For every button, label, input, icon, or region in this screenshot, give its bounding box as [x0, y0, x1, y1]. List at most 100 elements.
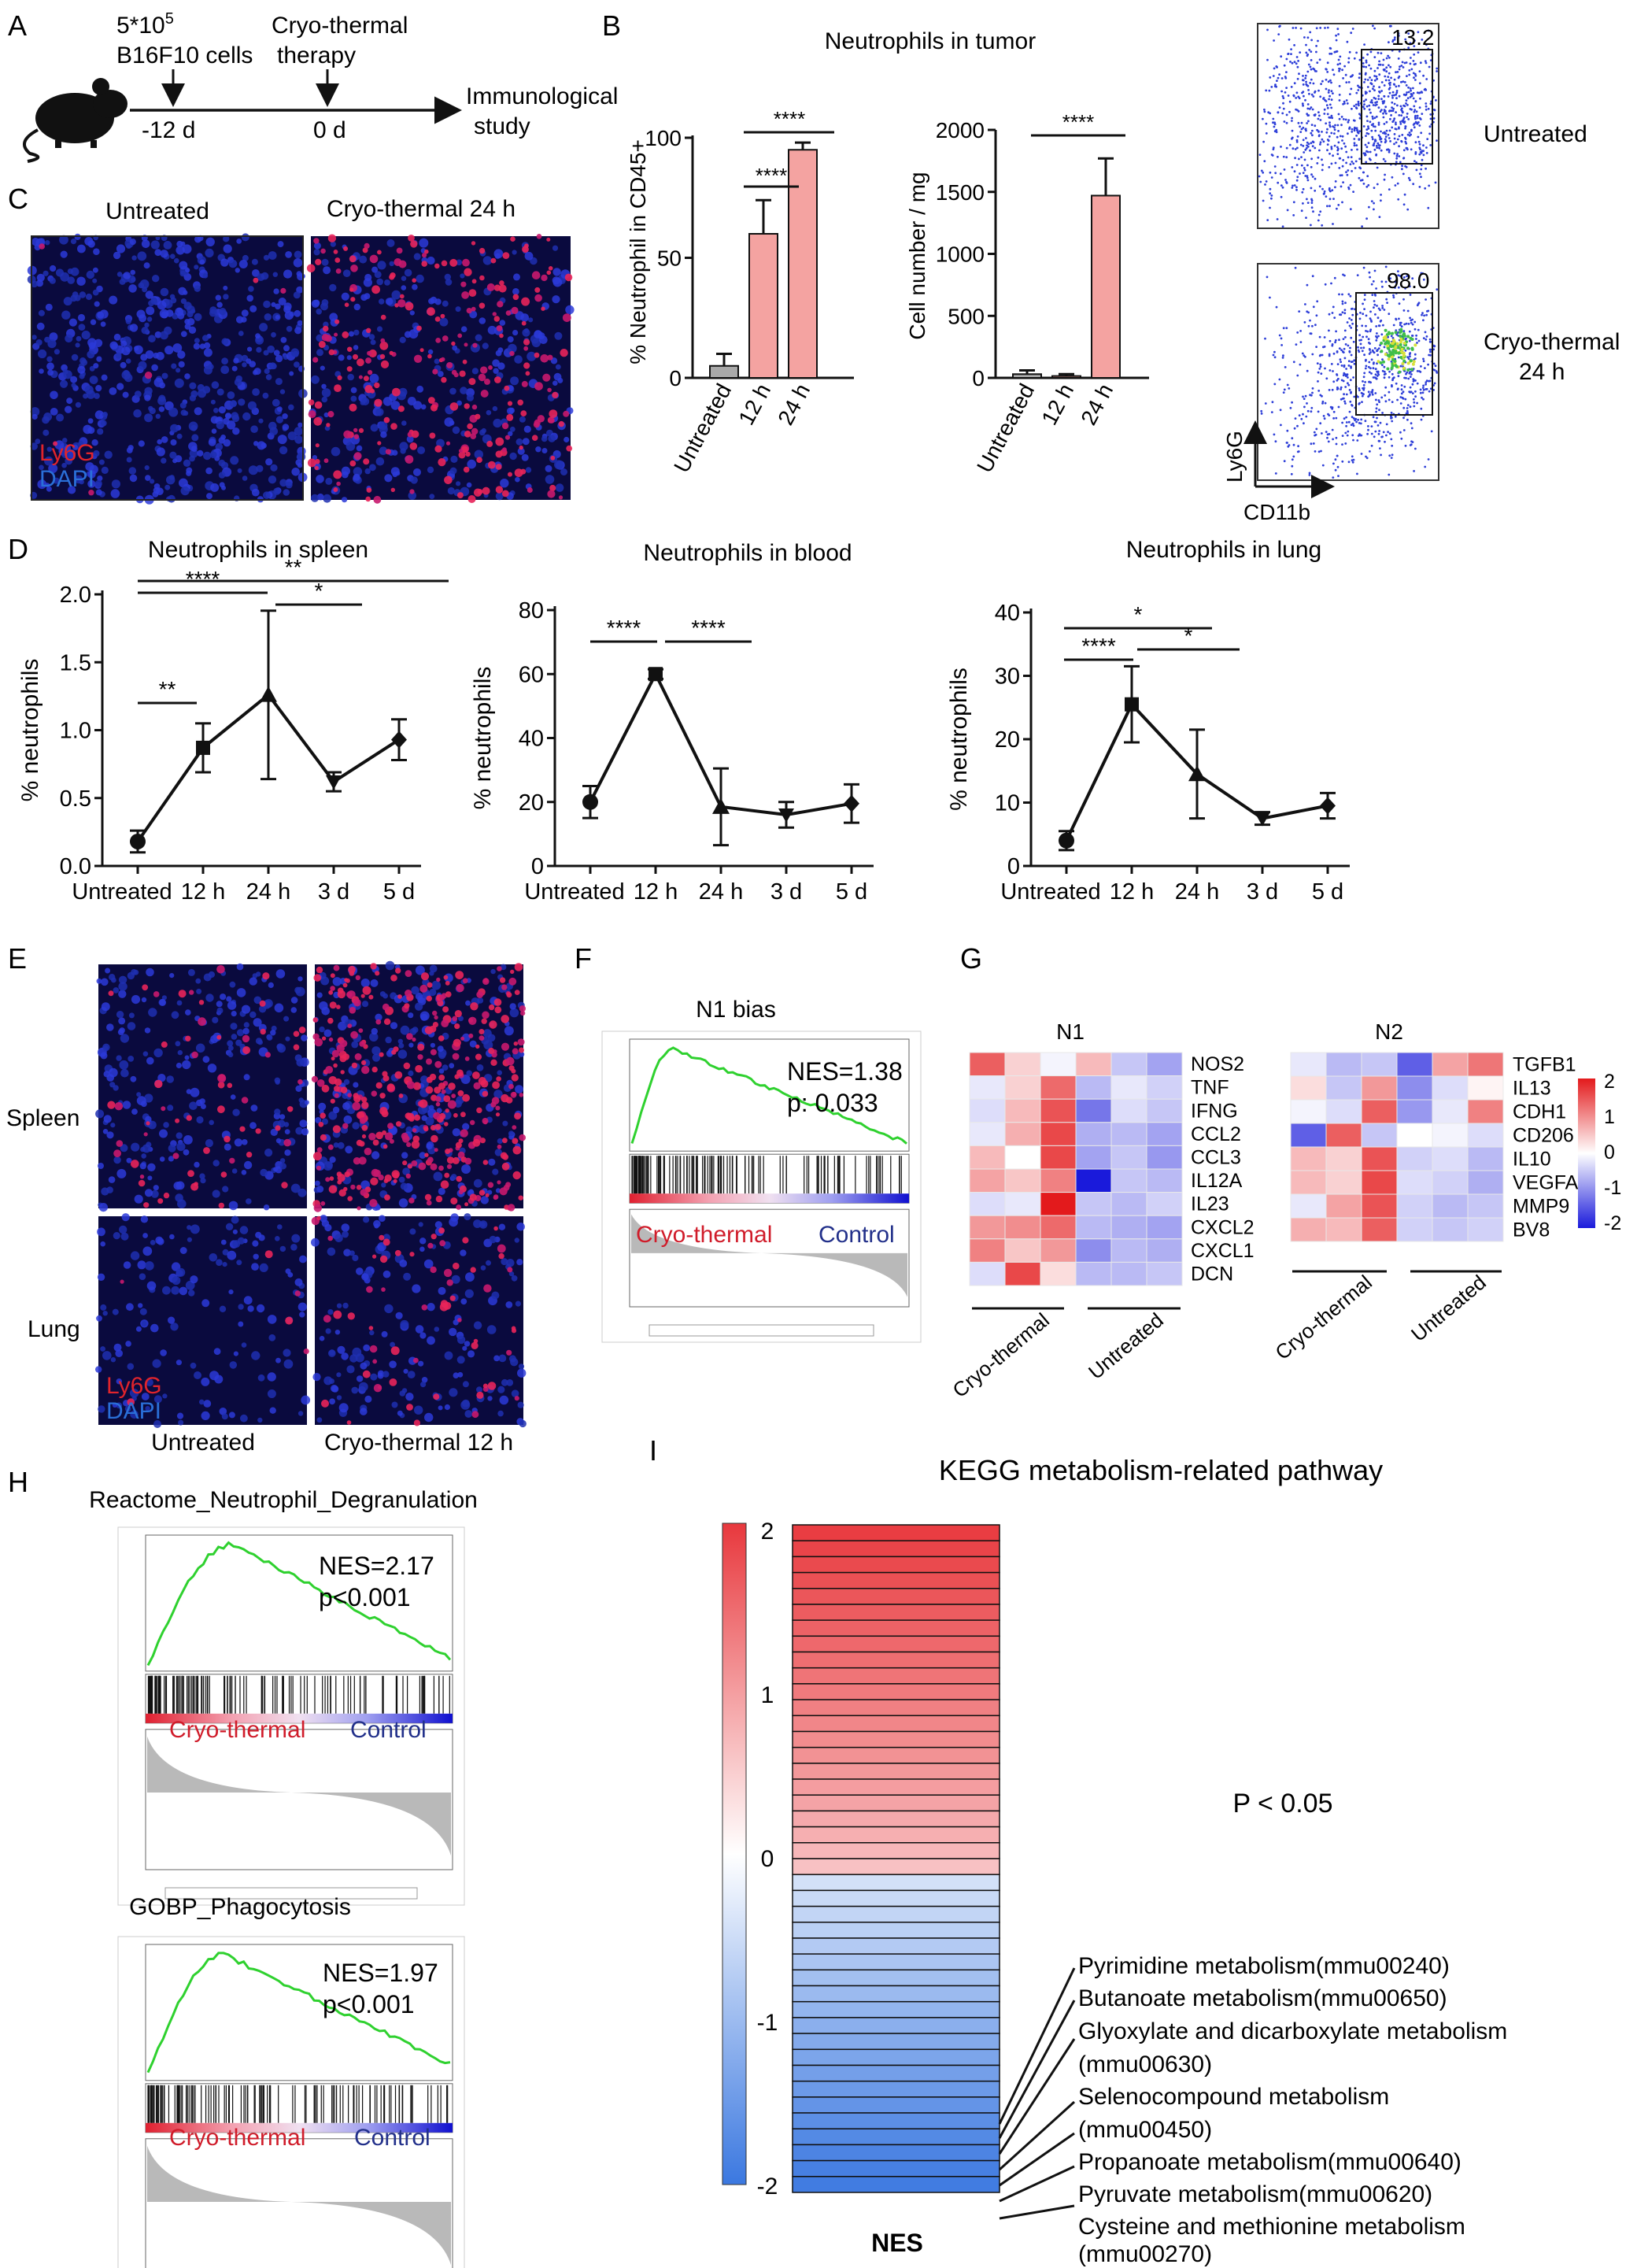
flow-event [1393, 83, 1396, 86]
flow-event [1290, 48, 1292, 50]
flow-event [1338, 117, 1341, 120]
flow-event [1388, 56, 1391, 59]
flow-event [1352, 458, 1355, 461]
nucleus [31, 413, 38, 420]
nucleus [482, 256, 493, 265]
flow-event [1373, 142, 1376, 145]
flow-event [1354, 160, 1358, 163]
ly6g-cell [499, 280, 504, 286]
flow-event [1397, 35, 1400, 37]
ly6g-cell [321, 1399, 329, 1408]
flow-event [1404, 140, 1407, 143]
flow-event [1402, 330, 1406, 332]
nucleus [221, 1413, 228, 1420]
flow-event [1316, 128, 1318, 131]
flow-event [1388, 109, 1391, 113]
ly6g-cell [493, 316, 500, 322]
ly6g-cell [379, 1255, 388, 1263]
flow-event [1310, 187, 1313, 190]
flow-event [1353, 395, 1356, 398]
ly6g-cell [497, 1144, 502, 1149]
nucleus [511, 1389, 519, 1397]
flow-event [1347, 420, 1351, 424]
bar [709, 364, 739, 379]
ly6g-cell [512, 294, 519, 301]
nucleus [314, 1180, 320, 1186]
ly6g-cell [360, 993, 365, 998]
ly6g-cell [347, 1023, 353, 1028]
flow-event [1295, 27, 1297, 29]
flow-event [1321, 164, 1324, 166]
flow-event [1291, 147, 1295, 150]
flow-event [1407, 357, 1410, 361]
ly6g-cell [434, 445, 442, 453]
ly6g-cell [382, 1130, 387, 1135]
flow-event [1291, 184, 1294, 187]
flow-event [1407, 46, 1410, 50]
nucleus [501, 1378, 508, 1386]
ly6g-cell [445, 991, 452, 997]
flow-event [1406, 275, 1408, 278]
flow-event [1413, 327, 1417, 331]
nucleus [193, 342, 201, 350]
flow-event [1348, 410, 1351, 413]
nucleus [47, 369, 54, 376]
flow-event [1282, 155, 1285, 158]
flow-event [1328, 121, 1331, 124]
ly6g-cell [246, 1152, 253, 1158]
flow-event [1334, 468, 1337, 472]
y-tick-label: 80 [519, 598, 544, 623]
flow-event [1395, 161, 1398, 164]
flow-event [1269, 76, 1272, 79]
ly6g-cell [534, 382, 543, 390]
flow-event [1269, 112, 1272, 115]
heatmap-cell [1146, 1192, 1183, 1216]
flow-event [1349, 93, 1351, 95]
flow-event [1339, 135, 1342, 138]
nucleus [515, 1300, 522, 1307]
ly6g-cell [495, 464, 502, 470]
flow-event [1296, 146, 1299, 150]
nucleus [162, 1393, 168, 1399]
nucleus [390, 1341, 395, 1348]
nucleus [474, 450, 483, 459]
nucleus [194, 313, 202, 321]
ly6g-cell [421, 1304, 428, 1311]
flow-event [1380, 130, 1382, 133]
flow-event [1350, 319, 1353, 321]
y-tick-label: 100 [645, 126, 682, 150]
nucleus [384, 279, 390, 286]
flow-event [1308, 92, 1310, 95]
flow-event [1270, 194, 1273, 197]
flow-event [1379, 309, 1381, 312]
flow-event [1371, 294, 1374, 296]
ly6g-cell [549, 409, 558, 418]
flow-event [1306, 141, 1309, 144]
ly6g-cell [506, 1349, 512, 1356]
nucleus [130, 1410, 139, 1419]
nucleus [202, 273, 209, 279]
nucleus [176, 240, 183, 248]
ly6g-cell [259, 1000, 266, 1007]
ly6g-cell [462, 978, 468, 984]
legend-dapi: DAPI [106, 1398, 161, 1424]
flow-event [1315, 50, 1317, 54]
flow-event [1357, 100, 1360, 103]
nucleus [565, 305, 575, 315]
nucleus [444, 273, 451, 281]
flow-event [1388, 370, 1391, 373]
ly6g-cell [510, 236, 515, 242]
nucleus [207, 1064, 217, 1073]
nucleus [187, 305, 195, 314]
ly6g-cell [475, 1044, 480, 1049]
flow-event [1332, 352, 1336, 355]
nucleus [147, 1175, 153, 1181]
nucleus [180, 331, 187, 338]
nucleus [479, 429, 486, 436]
nucleus [221, 357, 228, 365]
nucleus [106, 1023, 114, 1031]
nucleus [412, 1027, 419, 1034]
ly6g-cell [218, 1202, 224, 1209]
ly6g-cell [347, 1312, 355, 1320]
nucleus [63, 297, 72, 306]
